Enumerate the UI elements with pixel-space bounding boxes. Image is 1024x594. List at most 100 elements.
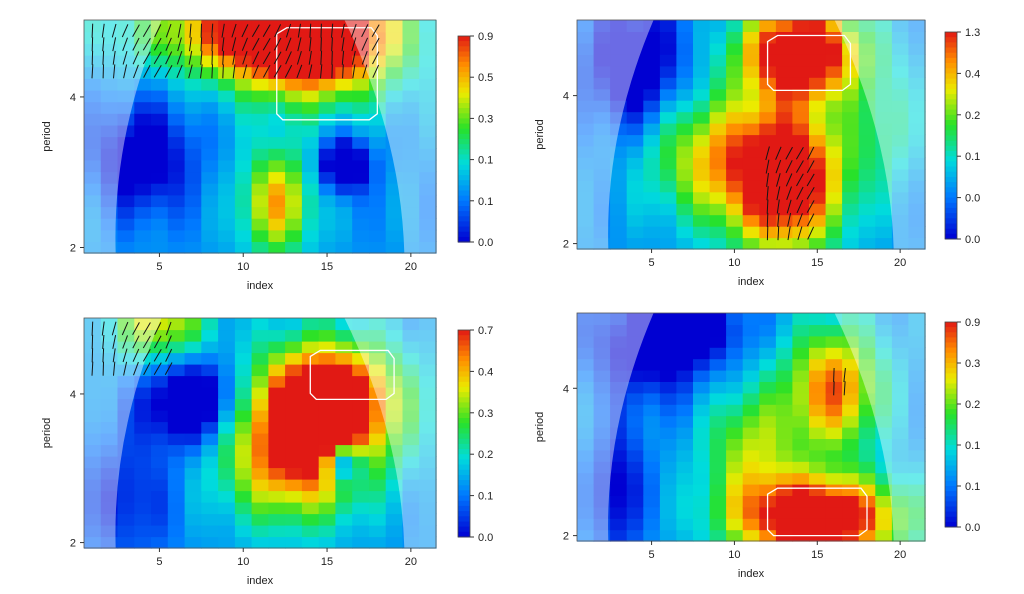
heatmap-cell	[709, 20, 727, 32]
heatmap-cell	[875, 518, 893, 531]
phase-arrow	[296, 50, 302, 65]
heatmap-cell	[626, 54, 644, 67]
heatmap-cell	[201, 536, 219, 549]
colorbar-segment	[945, 496, 957, 502]
heatmap-cell	[167, 136, 186, 149]
heatmap-cell	[709, 506, 727, 519]
heatmap-cell	[385, 410, 404, 423]
heatmap-cell	[610, 77, 628, 90]
heatmap-cell	[742, 404, 760, 417]
heatmap-cell	[610, 191, 628, 204]
heatmap-cell	[759, 370, 777, 382]
heatmap-cell	[369, 433, 387, 446]
heatmap-cell	[659, 88, 678, 101]
phase-arrow	[273, 51, 282, 65]
colorbar-segment	[945, 378, 957, 384]
heatmap-cell	[285, 136, 303, 149]
heatmap-cell	[385, 113, 404, 126]
heatmap-cell	[318, 183, 337, 196]
heatmap-cell	[809, 370, 827, 382]
heatmap-cell	[825, 123, 843, 136]
heatmap-cell	[385, 229, 404, 242]
heatmap-cell	[285, 410, 303, 423]
heatmap-cell	[742, 484, 760, 496]
heatmap-cell	[809, 226, 827, 239]
heatmap-cell	[419, 525, 437, 538]
heatmap-cell	[419, 410, 437, 423]
heatmap-cell	[693, 518, 711, 531]
heatmap-cell	[402, 148, 420, 161]
colorbar-segment	[945, 404, 957, 410]
heatmap-cell	[858, 358, 876, 371]
phase-arrow	[123, 361, 128, 376]
heatmap-cell	[875, 506, 893, 519]
heatmap-cell	[268, 387, 286, 400]
heatmap-cell	[301, 341, 320, 354]
heatmap-cell	[626, 415, 644, 428]
heatmap-cell	[891, 31, 910, 44]
heatmap-cell	[100, 513, 119, 526]
heatmap-cell	[792, 214, 810, 227]
heatmap-cell	[402, 136, 420, 149]
heatmap-cell	[643, 404, 661, 417]
heatmap-cell	[402, 387, 420, 400]
heatmap-cell	[251, 387, 269, 400]
heatmap-cell	[84, 490, 102, 503]
heatmap-cell	[825, 335, 843, 348]
heatmap-cell	[577, 335, 595, 348]
heatmap-cell	[742, 180, 760, 193]
colorbar-segment	[945, 125, 957, 131]
heatmap-cell	[709, 157, 727, 170]
heatmap-cell	[726, 168, 744, 181]
heatmap-cell	[318, 525, 337, 538]
colorbar-segment	[945, 83, 957, 90]
heatmap-cell	[875, 180, 893, 193]
heatmap-cell	[402, 456, 420, 469]
heatmap-cell	[659, 381, 678, 394]
heatmap-cell	[577, 31, 595, 44]
heatmap-cell	[577, 237, 595, 250]
heatmap-cell	[218, 20, 236, 33]
heatmap-cell	[301, 513, 320, 526]
heatmap-cell	[134, 241, 152, 254]
heatmap-cell	[318, 124, 337, 138]
heatmap-cell	[234, 171, 253, 184]
colorbar-segment	[458, 366, 470, 372]
heatmap-cell	[268, 513, 286, 526]
heatmap-cell	[301, 218, 320, 231]
heatmap-cell	[908, 472, 926, 485]
heatmap-cell	[792, 134, 810, 147]
heatmap-cell	[610, 237, 628, 250]
colorbar-segment	[945, 218, 957, 224]
heatmap-cell	[742, 54, 760, 67]
heatmap-cell	[419, 421, 437, 434]
heatmap-cell	[891, 100, 910, 113]
heatmap-cell	[875, 145, 893, 158]
heatmap-cell	[891, 529, 910, 542]
heatmap-cell	[643, 214, 661, 227]
phase-arrow	[122, 37, 128, 51]
heatmap-cell	[908, 449, 926, 462]
heatmap-cell	[610, 461, 628, 474]
heatmap-cell	[419, 513, 437, 526]
heatmap-cell	[809, 180, 827, 193]
heatmap-cell	[84, 183, 102, 196]
heatmap-cell	[352, 206, 370, 219]
heatmap-cell	[285, 364, 303, 377]
heatmap-cell	[419, 229, 437, 242]
heatmap-cell	[726, 529, 744, 542]
heatmap-cell	[593, 347, 611, 360]
heatmap-cell	[593, 506, 611, 519]
heatmap-cell	[301, 89, 320, 103]
heatmap-cell	[693, 370, 711, 382]
phase-arrow	[787, 226, 791, 241]
heatmap-cell	[742, 77, 760, 90]
heatmap-cell	[809, 100, 827, 113]
heatmap-cell	[610, 529, 628, 542]
heatmap-cell	[184, 456, 202, 469]
phase-arrow	[176, 64, 183, 78]
colorbar-segment	[945, 161, 957, 168]
heatmap-cell	[335, 148, 353, 161]
heatmap-cell	[335, 479, 353, 492]
heatmap-cell	[626, 381, 644, 394]
